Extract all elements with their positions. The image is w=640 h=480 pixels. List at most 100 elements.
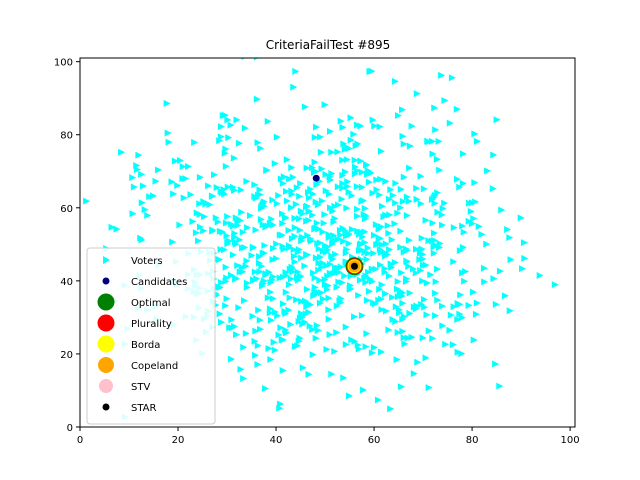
voter-point <box>152 177 160 185</box>
voter-point <box>291 258 299 266</box>
voter-point <box>380 213 388 221</box>
voter-point <box>327 176 335 184</box>
voter-point <box>365 287 373 295</box>
voter-point <box>408 333 416 341</box>
voter-point <box>461 277 469 285</box>
voter-point <box>363 330 371 338</box>
voter-point <box>348 225 356 233</box>
voter-point <box>372 221 380 229</box>
voter-point <box>303 285 311 293</box>
voter-point <box>291 224 299 232</box>
voter-point <box>252 327 260 335</box>
voter-point <box>229 251 237 259</box>
voter-point <box>212 214 220 222</box>
voter-point <box>412 269 420 277</box>
voter-point <box>230 154 238 162</box>
voter-point <box>269 295 277 303</box>
voter-point <box>264 117 272 125</box>
voter-point <box>404 334 412 342</box>
voter-point <box>196 223 204 231</box>
plot-frame <box>79 57 576 428</box>
voter-point <box>385 229 393 237</box>
voter-point <box>339 179 347 187</box>
star-marker <box>350 262 358 270</box>
voter-point <box>430 193 438 201</box>
voter-point <box>432 126 440 134</box>
voter-point <box>256 186 264 194</box>
voter-point <box>400 334 408 342</box>
voter-point <box>320 219 328 227</box>
voter-point <box>358 228 366 236</box>
voter-point <box>356 276 364 284</box>
voter-point <box>243 177 251 185</box>
voter-point <box>373 241 381 249</box>
voter-point <box>251 337 259 345</box>
voter-point <box>521 254 529 262</box>
voter-point <box>480 264 488 272</box>
voter-point <box>261 385 269 393</box>
voter-point <box>399 132 407 140</box>
legend-marker-copeland <box>98 357 114 373</box>
voter-point <box>324 272 332 280</box>
voter-point <box>361 249 369 257</box>
voter-point <box>374 396 382 404</box>
voter-point <box>422 261 430 269</box>
voter-point <box>231 186 239 194</box>
x-tick-label: 40 <box>270 435 283 446</box>
voter-point <box>360 386 368 394</box>
voter-point <box>278 210 286 218</box>
legend-label: Candidates <box>131 277 187 288</box>
voter-point <box>266 309 274 317</box>
voter-point <box>291 232 299 240</box>
x-tick-label: 100 <box>561 435 580 446</box>
voter-point <box>271 159 279 167</box>
voter-point <box>260 198 268 206</box>
voter-point <box>281 307 289 315</box>
voter-point <box>231 229 239 237</box>
voter-point <box>283 156 291 164</box>
voter-point <box>267 288 275 296</box>
voter-point <box>316 276 324 284</box>
voter-point <box>313 219 321 227</box>
voter-point <box>270 244 278 252</box>
voter-point <box>410 370 418 378</box>
voter-point <box>371 122 379 130</box>
voter-point <box>267 356 275 364</box>
voter-point <box>321 101 329 109</box>
voter-point <box>297 179 305 187</box>
voter-point <box>253 275 261 283</box>
voter-point <box>236 217 244 225</box>
voter-point <box>318 263 326 271</box>
voter-point <box>234 221 242 229</box>
voter-point <box>286 294 294 302</box>
voter-point <box>364 244 372 252</box>
voter-point <box>228 355 236 363</box>
voter-point <box>386 195 394 203</box>
voter-point <box>382 307 390 315</box>
voter-point <box>354 341 362 349</box>
voter-point <box>273 240 281 248</box>
voter-point <box>471 179 479 187</box>
voter-point <box>155 166 163 174</box>
voter-point <box>370 344 378 352</box>
voter-point <box>264 294 272 302</box>
voter-point <box>405 236 413 244</box>
voter-point <box>368 265 376 273</box>
voter-point <box>164 129 172 137</box>
voter-point <box>277 400 285 408</box>
voter-point <box>265 268 273 276</box>
voter-point <box>355 291 363 299</box>
voter-point <box>460 228 468 236</box>
voter-point <box>140 182 148 190</box>
voter-point <box>354 227 362 235</box>
voter-point <box>235 304 243 312</box>
voter-point <box>406 309 414 317</box>
voter-point <box>454 299 462 307</box>
x-tick-label: 20 <box>172 435 185 446</box>
y-tick-label: 0 <box>67 423 73 434</box>
voter-point <box>305 370 313 378</box>
voter-point <box>280 300 288 308</box>
voter-point <box>470 336 478 344</box>
voter-point <box>312 334 320 342</box>
voter-point <box>301 103 309 111</box>
